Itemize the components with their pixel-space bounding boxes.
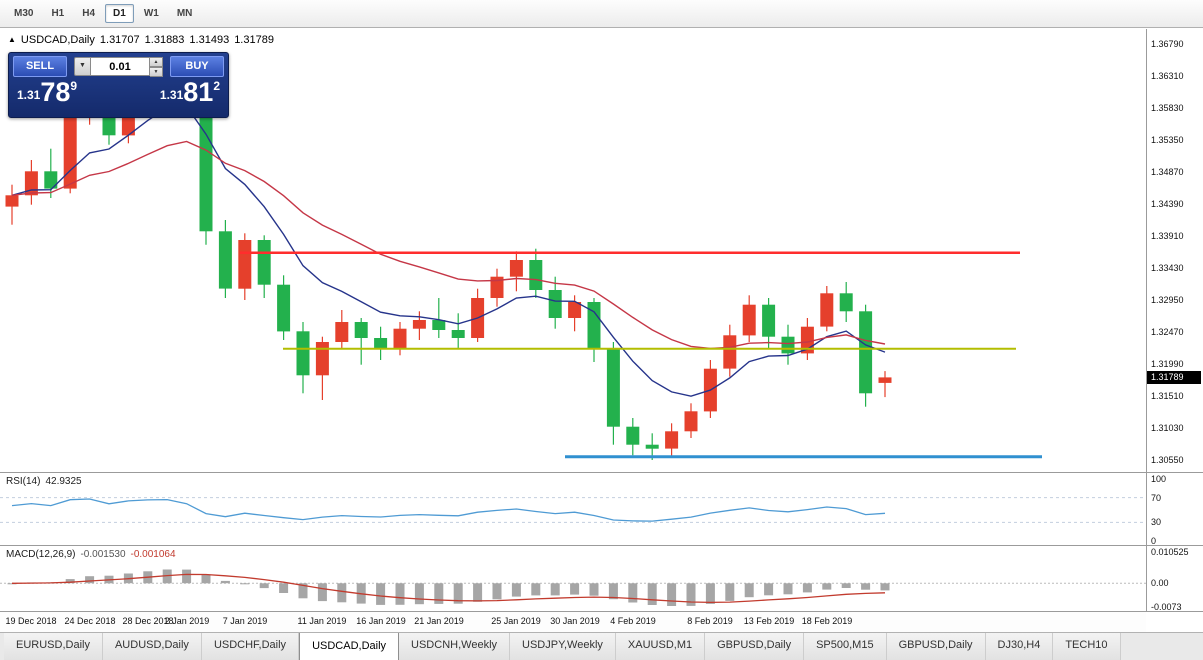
price-axis-label: 1.33910: [1151, 231, 1184, 241]
date-label: 21 Jan 2019: [414, 616, 464, 626]
volume-spinner: ▲ ▼: [150, 57, 163, 77]
pane-separator: [0, 611, 1203, 612]
date-label: 2 Jan 2019: [164, 616, 210, 626]
chart-symbol-label: USDCAD,Daily: [20, 34, 95, 46]
date-label: 18 Feb 2019: [801, 616, 853, 626]
chart-region: ▲ USDCAD,Daily 1.31707 1.31883 1.31493 1.3178…: [0, 29, 1203, 632]
tab-usdcnh-weekly[interactable]: USDCNH,Weekly: [399, 633, 511, 660]
tab-audusd-daily[interactable]: AUDUSD,Daily: [102, 633, 202, 660]
price-axis-label: 1.32470: [1151, 327, 1184, 337]
date-label: 28 Dec 2018: [122, 616, 174, 626]
price-axis-label: 1.35830: [1151, 103, 1184, 113]
macd-pane-label: MACD(12,26,9) -0.001530 -0.001064: [6, 549, 176, 560]
rsi-axis-label: 100: [1151, 474, 1167, 484]
price-axis-label: 1.31990: [1151, 359, 1184, 369]
date-label: 11 Jan 2019: [297, 616, 347, 626]
ohlc-low: 1.31493: [189, 34, 230, 46]
date-label: 24 Dec 2018: [64, 616, 116, 626]
volume-input[interactable]: [91, 57, 150, 76]
sell-button[interactable]: SELL: [13, 56, 67, 77]
chart-ohlc-header: ▲ USDCAD,Daily 1.31707 1.31883 1.31493 1.3178…: [8, 34, 279, 46]
macd-axis-label: 0.010525: [1151, 547, 1189, 557]
price-axis-label: 1.32950: [1151, 295, 1184, 305]
pane-separator[interactable]: [0, 545, 1203, 546]
trade-panel-collapse-icon[interactable]: ▲: [8, 35, 16, 44]
date-axis[interactable]: 19 Dec 2018 24 Dec 2018 28 Dec 2018 2 Jan 2…: [0, 612, 1146, 632]
chart-tab-bar: EURUSD,Daily AUDUSD,Daily USDCHF,Daily USDC…: [0, 632, 1203, 660]
ohlc-high: 1.31883: [144, 34, 185, 46]
buy-price-prefix: 1.31: [159, 88, 184, 102]
price-axis-label: 1.30550: [1151, 455, 1184, 465]
price-axis-label: 1.36310: [1151, 71, 1184, 81]
date-label: 30 Jan 2019: [550, 616, 600, 626]
rsi-axis-label: 70: [1151, 493, 1162, 503]
macd-signal-value: -0.001064: [130, 549, 176, 560]
timeframe-button-h1[interactable]: H1: [51, 8, 65, 19]
ohlc-close: 1.31789: [234, 34, 274, 46]
tab-eurusd-daily[interactable]: EURUSD,Daily: [4, 633, 103, 660]
timeframe-button-d1[interactable]: D1: [105, 4, 134, 23]
timeframe-button-w1[interactable]: W1: [143, 8, 159, 19]
date-label: 25 Jan 2019: [491, 616, 541, 626]
tab-sp500-m15[interactable]: SP500,M15: [804, 633, 887, 660]
date-label: 4 Feb 2019: [610, 616, 656, 626]
one-click-trading-panel: SELL ▼ ▲ ▼ BUY 1.31 78 9 1.31 81: [8, 52, 229, 118]
macd-signal-line: [11, 573, 886, 604]
volume-dropdown-button[interactable]: ▼: [74, 57, 91, 76]
tab-dj30-h4[interactable]: DJ30,H4: [985, 633, 1054, 660]
tab-usdchf-daily[interactable]: USDCHF,Daily: [201, 633, 300, 660]
rsi-line: [11, 498, 886, 522]
ma-fast-line: [11, 105, 886, 397]
timeframe-button-mn[interactable]: MN: [176, 8, 193, 19]
pane-separator[interactable]: [0, 472, 1203, 473]
tab-usdjpy-weekly[interactable]: USDJPY,Weekly: [510, 633, 616, 660]
rsi-name: RSI(14): [6, 476, 41, 487]
price-axis-label: 1.31510: [1151, 391, 1184, 401]
current-price-tag: 1.31789: [1147, 371, 1201, 384]
spinner-down-button[interactable]: ▼: [150, 67, 163, 77]
buy-price-pip-digit: 2: [213, 79, 220, 93]
macd-indicator-canvas[interactable]: [0, 546, 1146, 611]
date-label: 19 Dec 2018: [5, 616, 57, 626]
timeframe-button-m30[interactable]: M30: [14, 8, 34, 19]
macd-axis-label: 0.00: [1151, 578, 1169, 588]
sell-price-prefix: 1.31: [17, 88, 41, 102]
rsi-axis-label: 0: [1151, 536, 1157, 546]
date-label: 8 Feb 2019: [687, 616, 733, 626]
date-label: 13 Feb 2019: [743, 616, 795, 626]
rsi-value: 42.9325: [45, 476, 82, 487]
tab-gbpusd-daily[interactable]: GBPUSD,Daily: [705, 633, 805, 660]
date-label: 7 Jan 2019: [222, 616, 268, 626]
timeframe-toolbar: M30 H1 H4 D1 W1 MN: [0, 0, 1203, 28]
rsi-pane-label: RSI(14) 42.9325: [6, 476, 82, 487]
ma-slow-line: [11, 140, 886, 350]
price-axis-label: 1.33430: [1151, 263, 1184, 273]
price-axis-label: 1.35350: [1151, 135, 1184, 145]
macd-main-value: -0.001530: [80, 549, 126, 560]
buy-price-display: 1.31 81 2: [160, 79, 220, 106]
tab-tech10[interactable]: TECH10: [1053, 633, 1121, 660]
tab-xauusd-m1[interactable]: XAUUSD,M1: [615, 633, 706, 660]
chevron-down-icon: ▼: [79, 62, 86, 69]
buy-button[interactable]: BUY: [170, 56, 224, 77]
macd-axis-label: -0.0073: [1151, 602, 1182, 612]
tab-usdcad-daily[interactable]: USDCAD,Daily: [299, 633, 400, 660]
sell-price-display: 1.31 78 9: [17, 79, 77, 106]
price-axis-label: 1.34390: [1151, 199, 1184, 209]
price-axis-label: 1.34870: [1151, 167, 1184, 177]
price-axis-label: 1.36790: [1151, 39, 1184, 49]
ohlc-open: 1.31707: [99, 34, 140, 46]
macd-name: MACD(12,26,9): [6, 549, 76, 560]
price-axis-label: 1.31030: [1151, 423, 1184, 433]
axis-separator: [1146, 29, 1147, 611]
date-label: 16 Jan 2019: [356, 616, 406, 626]
sell-price-big-digits: 78: [40, 77, 71, 107]
rsi-indicator-canvas[interactable]: [0, 473, 1146, 545]
timeframe-button-h4[interactable]: H4: [82, 8, 96, 19]
tab-gbpusd-daily[interactable]: GBPUSD,Daily: [886, 633, 986, 660]
rsi-axis-label: 30: [1151, 517, 1162, 527]
sell-price-pip-digit: 9: [70, 79, 78, 93]
buy-price-big-digits: 81: [183, 77, 214, 107]
spinner-up-button[interactable]: ▲: [150, 57, 163, 67]
